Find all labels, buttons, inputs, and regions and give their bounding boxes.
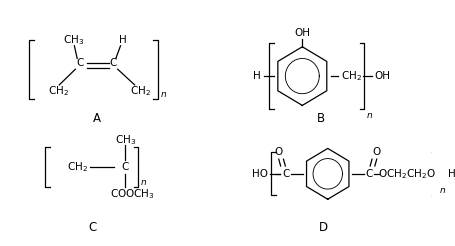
Text: OH: OH xyxy=(373,71,389,81)
Text: B: B xyxy=(316,112,324,125)
Text: O: O xyxy=(372,147,380,157)
Text: D: D xyxy=(318,221,327,234)
Text: C: C xyxy=(365,169,372,179)
Text: H: H xyxy=(119,35,127,45)
Text: $\rm COOCH_3$: $\rm COOCH_3$ xyxy=(110,187,155,201)
Text: A: A xyxy=(93,112,101,125)
Text: $n$: $n$ xyxy=(365,111,373,120)
Text: $\rm CH_2$: $\rm CH_2$ xyxy=(340,69,361,83)
Text: C: C xyxy=(121,162,129,172)
Text: $n$: $n$ xyxy=(140,178,147,186)
Text: OH: OH xyxy=(293,28,310,38)
Text: $\rm CH_2$: $\rm CH_2$ xyxy=(67,160,88,174)
Text: $\rm OCH_2CH_2O$: $\rm OCH_2CH_2O$ xyxy=(377,167,435,181)
Text: $\rm CH_3$: $\rm CH_3$ xyxy=(114,133,136,147)
Text: C: C xyxy=(76,58,84,68)
Text: HO: HO xyxy=(252,169,268,179)
Text: O: O xyxy=(274,147,282,157)
Text: $\rm CH_3$: $\rm CH_3$ xyxy=(63,33,84,47)
Text: H: H xyxy=(447,169,455,179)
Text: H: H xyxy=(253,71,260,81)
Text: $\rm CH_2$: $\rm CH_2$ xyxy=(130,84,151,98)
Text: C: C xyxy=(88,221,96,234)
Text: C: C xyxy=(109,58,116,68)
Text: $n$: $n$ xyxy=(160,90,167,99)
Text: $\rm CH_2$: $\rm CH_2$ xyxy=(48,84,69,98)
Text: $n$: $n$ xyxy=(438,186,445,195)
Text: C: C xyxy=(282,169,289,179)
